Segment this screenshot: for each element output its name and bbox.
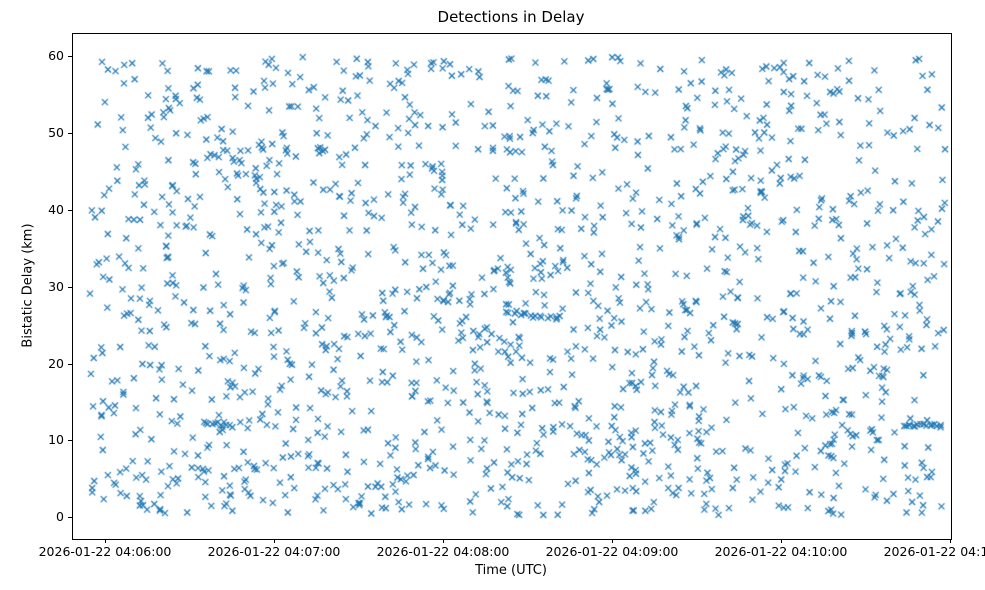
y-tick-mark — [68, 210, 72, 211]
y-tick-mark — [68, 364, 72, 365]
x-tick-label: 2026-01-22 04:07:00 — [207, 544, 341, 559]
x-axis-label: Time (UTC) — [475, 563, 547, 578]
x-tick-label: 2026-01-22 04:08:00 — [376, 544, 510, 559]
x-tick-mark — [274, 539, 275, 543]
y-tick-label: 10 — [48, 432, 64, 447]
y-tick-label: 50 — [48, 125, 64, 140]
x-tick-mark — [950, 539, 951, 543]
y-tick-mark — [68, 287, 72, 288]
y-tick-mark — [68, 56, 72, 57]
x-tick-mark — [612, 539, 613, 543]
x-tick-label: 2026-01-22 04:09:00 — [545, 544, 679, 559]
plot-area — [72, 33, 952, 540]
y-tick-mark — [68, 133, 72, 134]
scatter-canvas — [73, 34, 951, 539]
y-tick-label: 20 — [48, 356, 64, 371]
y-tick-label: 0 — [56, 509, 64, 524]
x-tick-label: 2026-01-22 04:11:00 — [883, 544, 985, 559]
y-tick-mark — [68, 440, 72, 441]
y-tick-mark — [68, 517, 72, 518]
y-tick-label: 40 — [48, 202, 64, 217]
y-tick-label: 30 — [48, 279, 64, 294]
chart-title: Detections in Delay — [437, 8, 585, 26]
x-tick-mark — [443, 539, 444, 543]
x-tick-label: 2026-01-22 04:10:00 — [714, 544, 848, 559]
x-tick-label: 2026-01-22 04:06:00 — [38, 544, 172, 559]
y-tick-label: 60 — [48, 48, 64, 63]
x-tick-mark — [781, 539, 782, 543]
x-tick-mark — [105, 539, 106, 543]
